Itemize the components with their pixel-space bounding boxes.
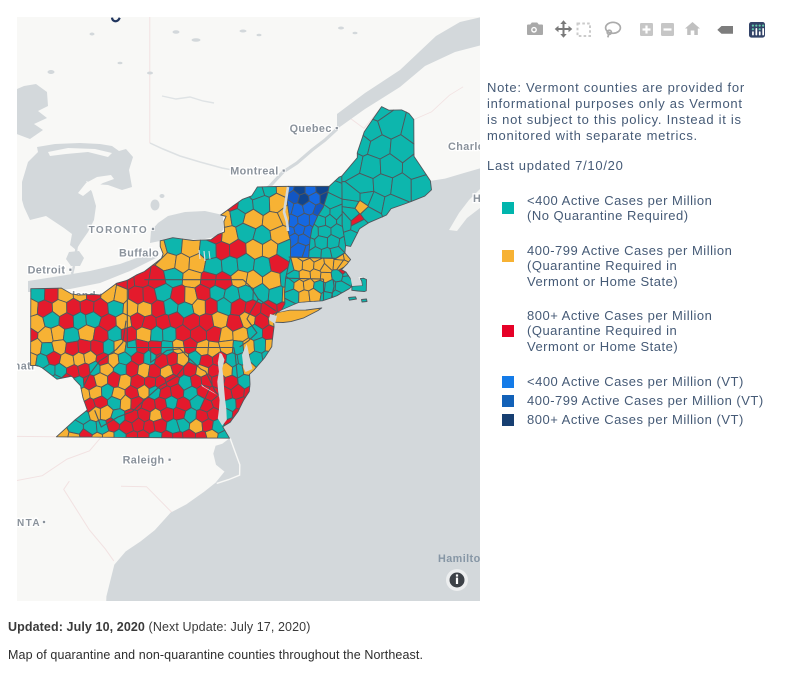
svg-text:Raleigh: Raleigh <box>123 455 165 467</box>
svg-text:TORONTO: TORONTO <box>89 225 148 236</box>
svg-text:Quebec: Quebec <box>290 123 332 135</box>
svg-text:Hamilton: Hamilton <box>438 553 488 565</box>
svg-text:ATLANTA: ATLANTA <box>0 518 41 529</box>
svg-text:Buffalo: Buffalo <box>119 248 159 260</box>
svg-text:Halifax: Halifax <box>473 193 511 205</box>
svg-text:Detroit: Detroit <box>28 265 66 277</box>
svg-text:Montreal: Montreal <box>230 166 278 178</box>
svg-text:Charlottetown: Charlottetown <box>448 141 526 153</box>
